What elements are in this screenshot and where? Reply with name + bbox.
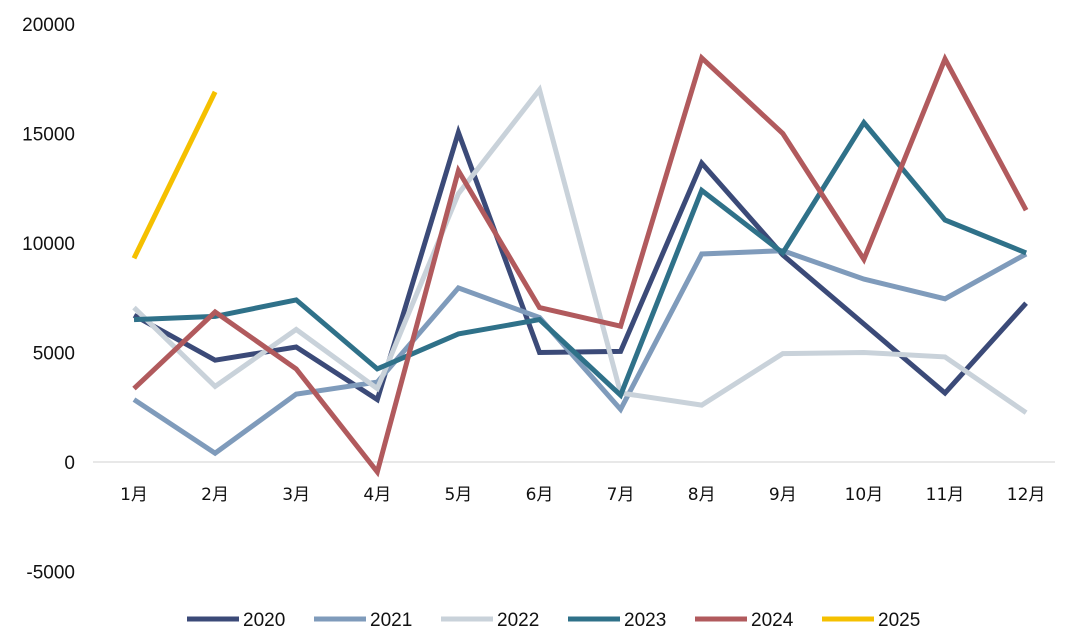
series-line-2025: [131, 90, 218, 260]
series-line-2023: [133, 118, 1028, 400]
series-2023: [133, 118, 1028, 400]
legend-label: 2022: [497, 610, 539, 631]
series-2020: [132, 124, 1028, 404]
x-tick-label: 1月: [120, 485, 148, 505]
legend-item-2024: 2024: [695, 610, 794, 631]
x-tick-label: 7月: [607, 485, 635, 505]
legend-label: 2025: [878, 610, 920, 631]
legend: 2020 2021 2022 2023 2024 2025: [187, 610, 920, 631]
x-tick-label: 2月: [201, 485, 229, 505]
legend-item-2022: 2022: [441, 610, 539, 631]
x-tick-label: 9月: [769, 485, 797, 505]
series-line-2020: [132, 124, 1028, 404]
y-tick-label: 20000: [22, 15, 75, 36]
x-tick-label: 3月: [282, 485, 310, 505]
x-tick-label: 5月: [444, 485, 472, 505]
legend-label: 2020: [243, 610, 285, 631]
legend-item-2021: 2021: [314, 610, 412, 631]
legend-item-2025: 2025: [822, 610, 920, 631]
x-tick-label: 4月: [363, 485, 391, 505]
legend-label: 2023: [624, 610, 666, 631]
x-tick-label: 8月: [688, 485, 716, 505]
legend-label: 2021: [370, 610, 412, 631]
plot-area: [93, 53, 1055, 478]
series-2024: [132, 53, 1029, 478]
series-line-2022: [132, 84, 1028, 415]
x-tick-label: 6月: [526, 485, 554, 505]
x-axis-labels: 1月 2月 3月 4月 5月 6月 7月 8月 9月 10月 11月 12月: [120, 485, 1045, 505]
legend-item-2023: 2023: [568, 610, 666, 631]
y-tick-label: 0: [64, 453, 75, 474]
series-2022: [132, 84, 1028, 415]
series-2021: [132, 248, 1028, 457]
series-line-2024: [132, 53, 1029, 478]
y-tick-label: 15000: [22, 125, 75, 146]
series-2025: [131, 90, 218, 260]
y-tick-label: -5000: [26, 563, 75, 584]
y-tick-label: 10000: [22, 234, 75, 255]
legend-item-2020: 2020: [187, 610, 285, 631]
x-tick-label: 11月: [926, 485, 965, 505]
series-line-2021: [132, 248, 1028, 457]
y-axis-labels: 20000 15000 10000 5000 0 -5000: [22, 15, 75, 584]
x-tick-label: 12月: [1007, 485, 1046, 505]
x-tick-label: 10月: [845, 485, 884, 505]
legend-label: 2024: [751, 610, 794, 631]
y-tick-label: 5000: [33, 344, 75, 365]
